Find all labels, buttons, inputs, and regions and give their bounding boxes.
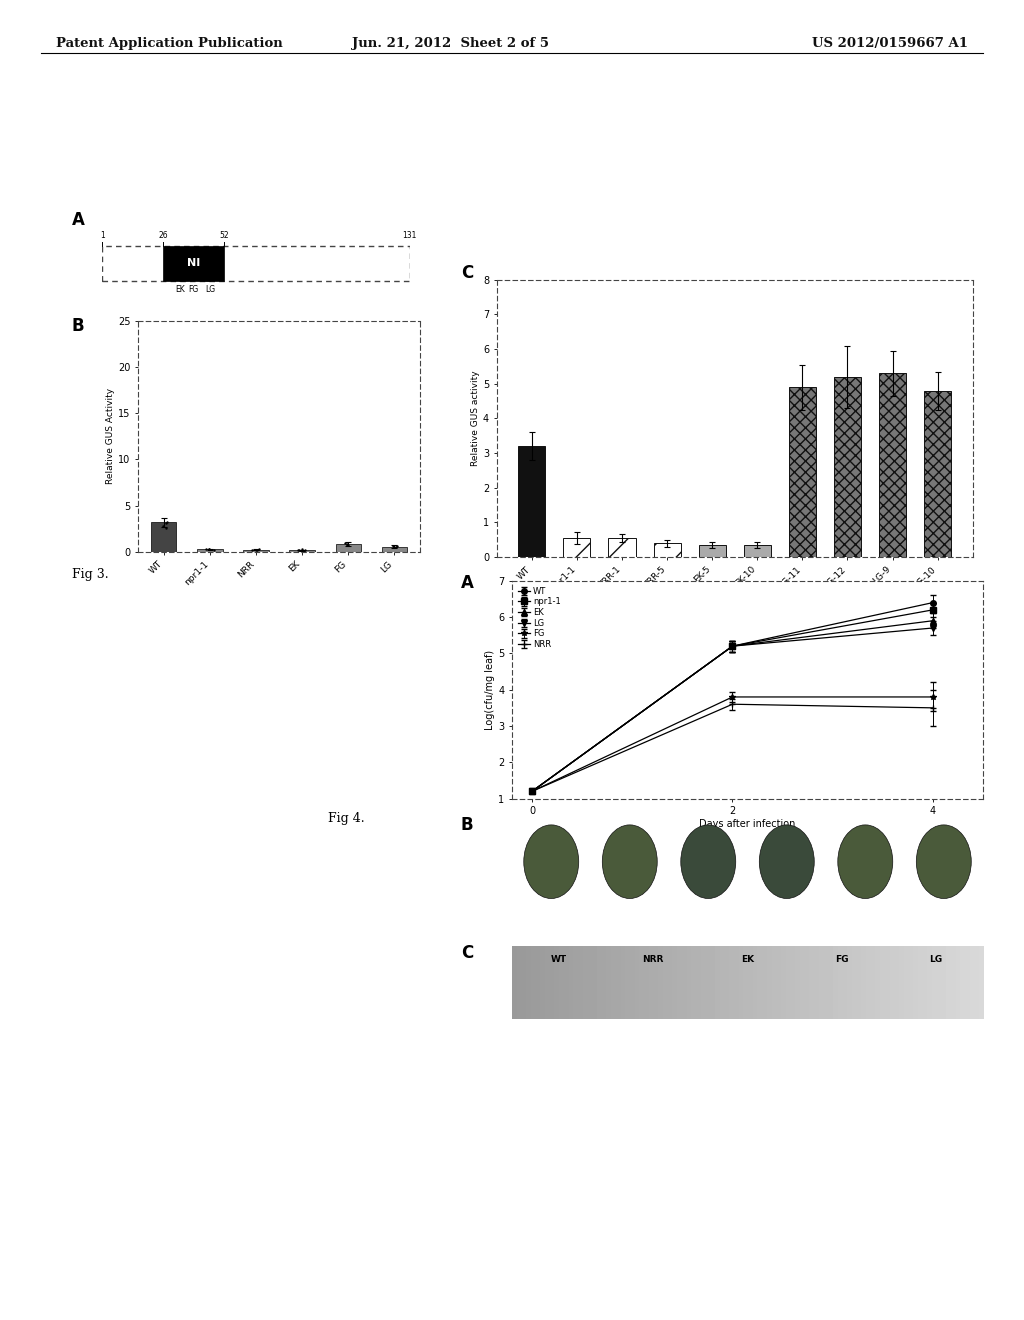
Point: [206, 540, 222, 561]
Bar: [198, 549, 222, 552]
Point: [155, 515, 171, 536]
Text: B: B: [461, 816, 473, 834]
Point: [389, 536, 406, 557]
Text: A: A: [461, 574, 474, 593]
Text: EK: EK: [175, 285, 184, 294]
Point: [244, 540, 260, 561]
Text: EK: EK: [741, 956, 754, 964]
Ellipse shape: [838, 825, 893, 899]
Point: [338, 533, 354, 554]
Ellipse shape: [916, 825, 971, 899]
Point: [201, 539, 217, 560]
Bar: [164, 246, 224, 281]
Text: NRR: NRR: [699, 909, 718, 919]
Ellipse shape: [602, 825, 657, 899]
Point: [158, 517, 174, 539]
Text: LG: LG: [205, 285, 215, 294]
Text: FG: FG: [859, 909, 871, 919]
Point: [251, 539, 267, 560]
Bar: [924, 391, 951, 557]
Point: [297, 540, 313, 561]
Point: [294, 539, 310, 560]
Point: [386, 537, 402, 558]
FancyBboxPatch shape: [102, 246, 410, 281]
Text: 26: 26: [159, 231, 168, 240]
Bar: [244, 549, 268, 552]
Point: [290, 540, 306, 561]
Bar: [743, 545, 771, 557]
Text: C: C: [461, 944, 473, 962]
Y-axis label: Relative GUS Activity: Relative GUS Activity: [106, 388, 116, 484]
Bar: [382, 546, 408, 552]
Text: 1: 1: [100, 231, 104, 240]
Point: [158, 512, 174, 533]
Text: WT: WT: [545, 909, 558, 919]
Y-axis label: Relative GUS activity: Relative GUS activity: [471, 371, 480, 466]
X-axis label: Days after infection: Days after infection: [699, 818, 796, 829]
Text: B: B: [72, 317, 84, 335]
Text: LG: LG: [930, 956, 942, 964]
Bar: [698, 545, 726, 557]
Text: NI: NI: [187, 259, 201, 268]
Point: [388, 536, 404, 557]
Point: [291, 540, 307, 561]
Point: [159, 511, 175, 532]
Ellipse shape: [523, 825, 579, 899]
Bar: [336, 544, 360, 552]
Text: A: A: [72, 211, 85, 230]
Bar: [879, 374, 906, 557]
Bar: [518, 446, 546, 557]
Point: [201, 539, 217, 560]
Bar: [152, 523, 176, 552]
Point: [249, 540, 265, 561]
Text: NRR: NRR: [643, 956, 664, 964]
Legend: WT, npr1-1, EK, LG, FG, NRR: WT, npr1-1, EK, LG, FG, NRR: [516, 585, 562, 651]
Bar: [788, 387, 816, 557]
Text: 52: 52: [219, 231, 229, 240]
Text: C: C: [461, 264, 473, 282]
Bar: [653, 544, 681, 557]
Point: [337, 532, 353, 553]
Ellipse shape: [681, 825, 735, 899]
Y-axis label: Log(cfu/mg leaf): Log(cfu/mg leaf): [485, 649, 496, 730]
Text: Patent Application Publication: Patent Application Publication: [56, 37, 283, 50]
Text: Fig 4.: Fig 4.: [328, 812, 365, 825]
Point: [199, 539, 215, 560]
Text: FG: FG: [835, 956, 849, 964]
Text: WT: WT: [551, 956, 567, 964]
Point: [340, 535, 356, 556]
Text: LG: LG: [938, 909, 949, 919]
Text: npr1-1: npr1-1: [615, 909, 644, 919]
Bar: [834, 378, 861, 557]
Text: Jun. 21, 2012  Sheet 2 of 5: Jun. 21, 2012 Sheet 2 of 5: [352, 37, 549, 50]
Text: FG: FG: [188, 285, 199, 294]
Text: Fig 3.: Fig 3.: [72, 568, 109, 581]
Bar: [290, 550, 314, 552]
Text: US 2012/0159667 A1: US 2012/0159667 A1: [812, 37, 968, 50]
Bar: [563, 539, 591, 557]
Text: 131: 131: [402, 231, 417, 240]
Point: [384, 536, 400, 557]
Point: [339, 535, 355, 556]
Text: EK: EK: [781, 909, 793, 919]
Point: [248, 540, 264, 561]
Ellipse shape: [759, 825, 814, 899]
Bar: [608, 539, 636, 557]
